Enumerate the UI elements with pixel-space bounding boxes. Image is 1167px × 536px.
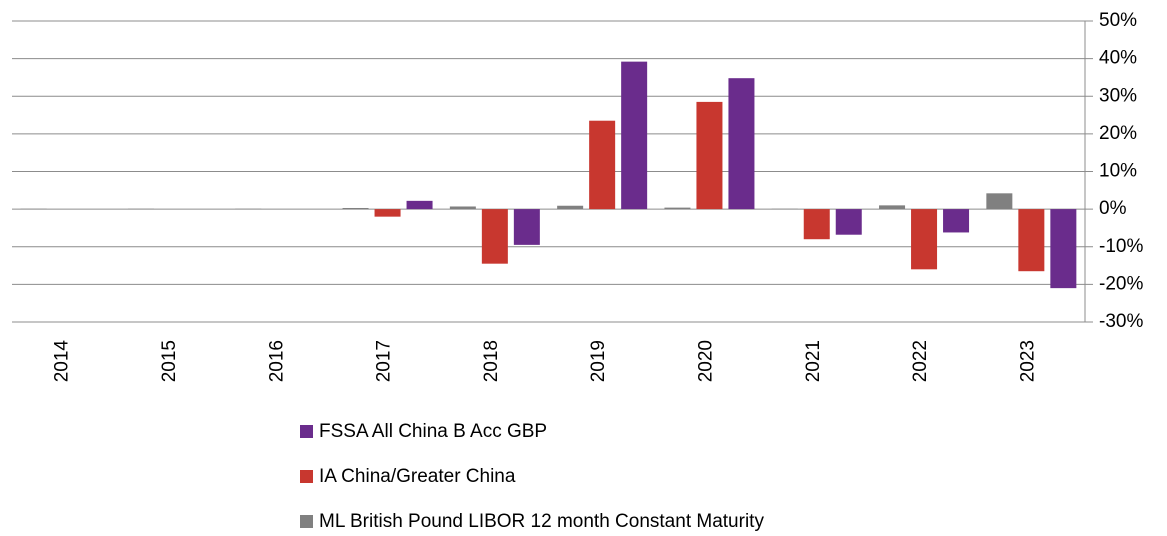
y-tick-label: 30% <box>1099 85 1137 106</box>
legend-swatch <box>300 470 313 483</box>
bar <box>557 205 584 210</box>
y-tick-label: -20% <box>1099 273 1143 294</box>
x-tick-label: 2022 <box>910 340 931 382</box>
y-tick-label: 20% <box>1099 123 1137 144</box>
legend-label: IA China/Greater China <box>319 466 516 487</box>
legend-label: ML British Pound LIBOR 12 month Constant… <box>319 511 764 532</box>
bar <box>1050 209 1077 289</box>
bar <box>481 209 508 264</box>
bar <box>406 200 433 210</box>
y-tick-label: -10% <box>1099 236 1143 257</box>
bar <box>696 101 723 210</box>
bar <box>589 120 616 210</box>
bar <box>342 207 369 210</box>
x-tick-label: 2019 <box>588 340 609 382</box>
legend-swatch <box>300 425 313 438</box>
bar <box>835 209 862 235</box>
bar <box>449 206 476 210</box>
bar <box>986 193 1013 210</box>
y-tick-label: 50% <box>1099 10 1137 31</box>
bar <box>728 78 755 210</box>
x-tick-label: 2017 <box>374 340 395 382</box>
y-tick-label: -30% <box>1099 311 1143 332</box>
bar <box>374 209 401 217</box>
bar <box>911 209 938 270</box>
x-tick-label: 2023 <box>1017 340 1038 382</box>
bar <box>943 209 970 233</box>
bar <box>1018 209 1045 272</box>
y-tick-label: 40% <box>1099 48 1137 69</box>
legend-label: FSSA All China B Acc GBP <box>319 421 547 442</box>
legend-swatch <box>300 515 313 528</box>
x-tick-label: 2021 <box>803 340 824 382</box>
x-tick-label: 2015 <box>159 340 180 382</box>
x-tick-label: 2018 <box>481 340 502 382</box>
y-tick-label: 10% <box>1099 161 1137 182</box>
x-tick-label: 2020 <box>695 340 716 382</box>
y-tick-label: 0% <box>1099 198 1127 219</box>
bar <box>803 209 830 240</box>
bar <box>664 207 691 210</box>
bar <box>879 205 906 210</box>
bar <box>621 61 648 210</box>
bar <box>513 209 540 245</box>
x-tick-label: 2014 <box>52 340 73 383</box>
x-tick-label: 2016 <box>266 340 287 382</box>
